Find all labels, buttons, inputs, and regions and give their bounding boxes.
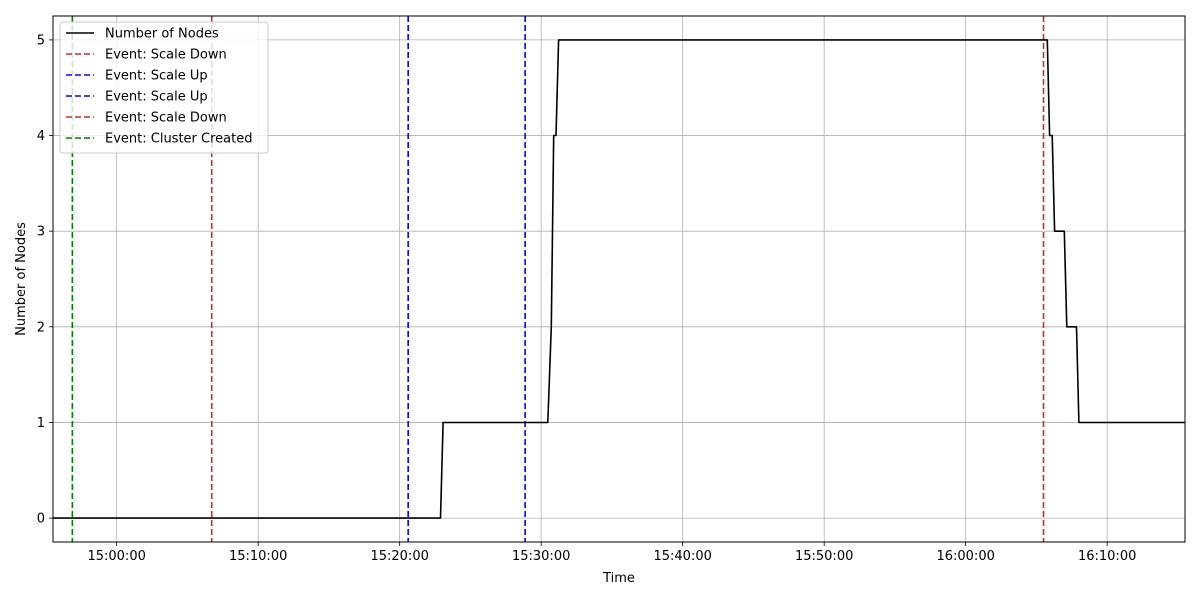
x-tick-label: 15:50:00 xyxy=(795,549,853,564)
legend-box xyxy=(59,21,269,154)
plot-frame xyxy=(52,15,1186,543)
legend-entry-label: Number of Nodes xyxy=(105,27,219,42)
x-tick-label: 15:40:00 xyxy=(653,549,711,564)
legend-entry-label: Event: Scale Up xyxy=(105,69,208,84)
x-tick-label: 15:10:00 xyxy=(229,549,287,564)
x-axis-ticks: 15:00:00 15:10:00 15:20:00 15:30:00 15:40:00… xyxy=(87,542,1136,564)
event-lines xyxy=(71,16,1045,542)
legend: Number of Nodes Event: Scale Down Event: S… xyxy=(59,21,269,154)
legend-entry-label: Event: Scale Down xyxy=(105,48,227,63)
y-tick-label: 5 xyxy=(37,33,45,48)
y-axis-ticks: 0 1 2 3 4 5 xyxy=(37,33,53,527)
y-tick-label: 2 xyxy=(37,320,45,335)
series-line xyxy=(53,39,1185,519)
x-tick-label: 15:00:00 xyxy=(87,549,145,564)
x-tick-label: 15:20:00 xyxy=(370,549,428,564)
legend-entry-label: Event: Cluster Created xyxy=(105,132,252,147)
legend-entry-label: Event: Scale Up xyxy=(105,90,208,105)
series-lines xyxy=(53,39,1185,519)
x-tick-label: 16:10:00 xyxy=(1078,549,1136,564)
x-tick-label: 15:30:00 xyxy=(512,549,570,564)
y-tick-label: 4 xyxy=(37,129,45,144)
x-axis-label: Time xyxy=(602,571,635,586)
y-tick-label: 1 xyxy=(37,416,45,431)
x-tick-label: 16:00:00 xyxy=(936,549,994,564)
y-tick-label: 3 xyxy=(37,225,45,240)
y-axis-label: Number of Nodes xyxy=(14,222,29,336)
y-tick-label: 0 xyxy=(37,512,45,527)
legend-entry-label: Event: Scale Down xyxy=(105,111,227,126)
